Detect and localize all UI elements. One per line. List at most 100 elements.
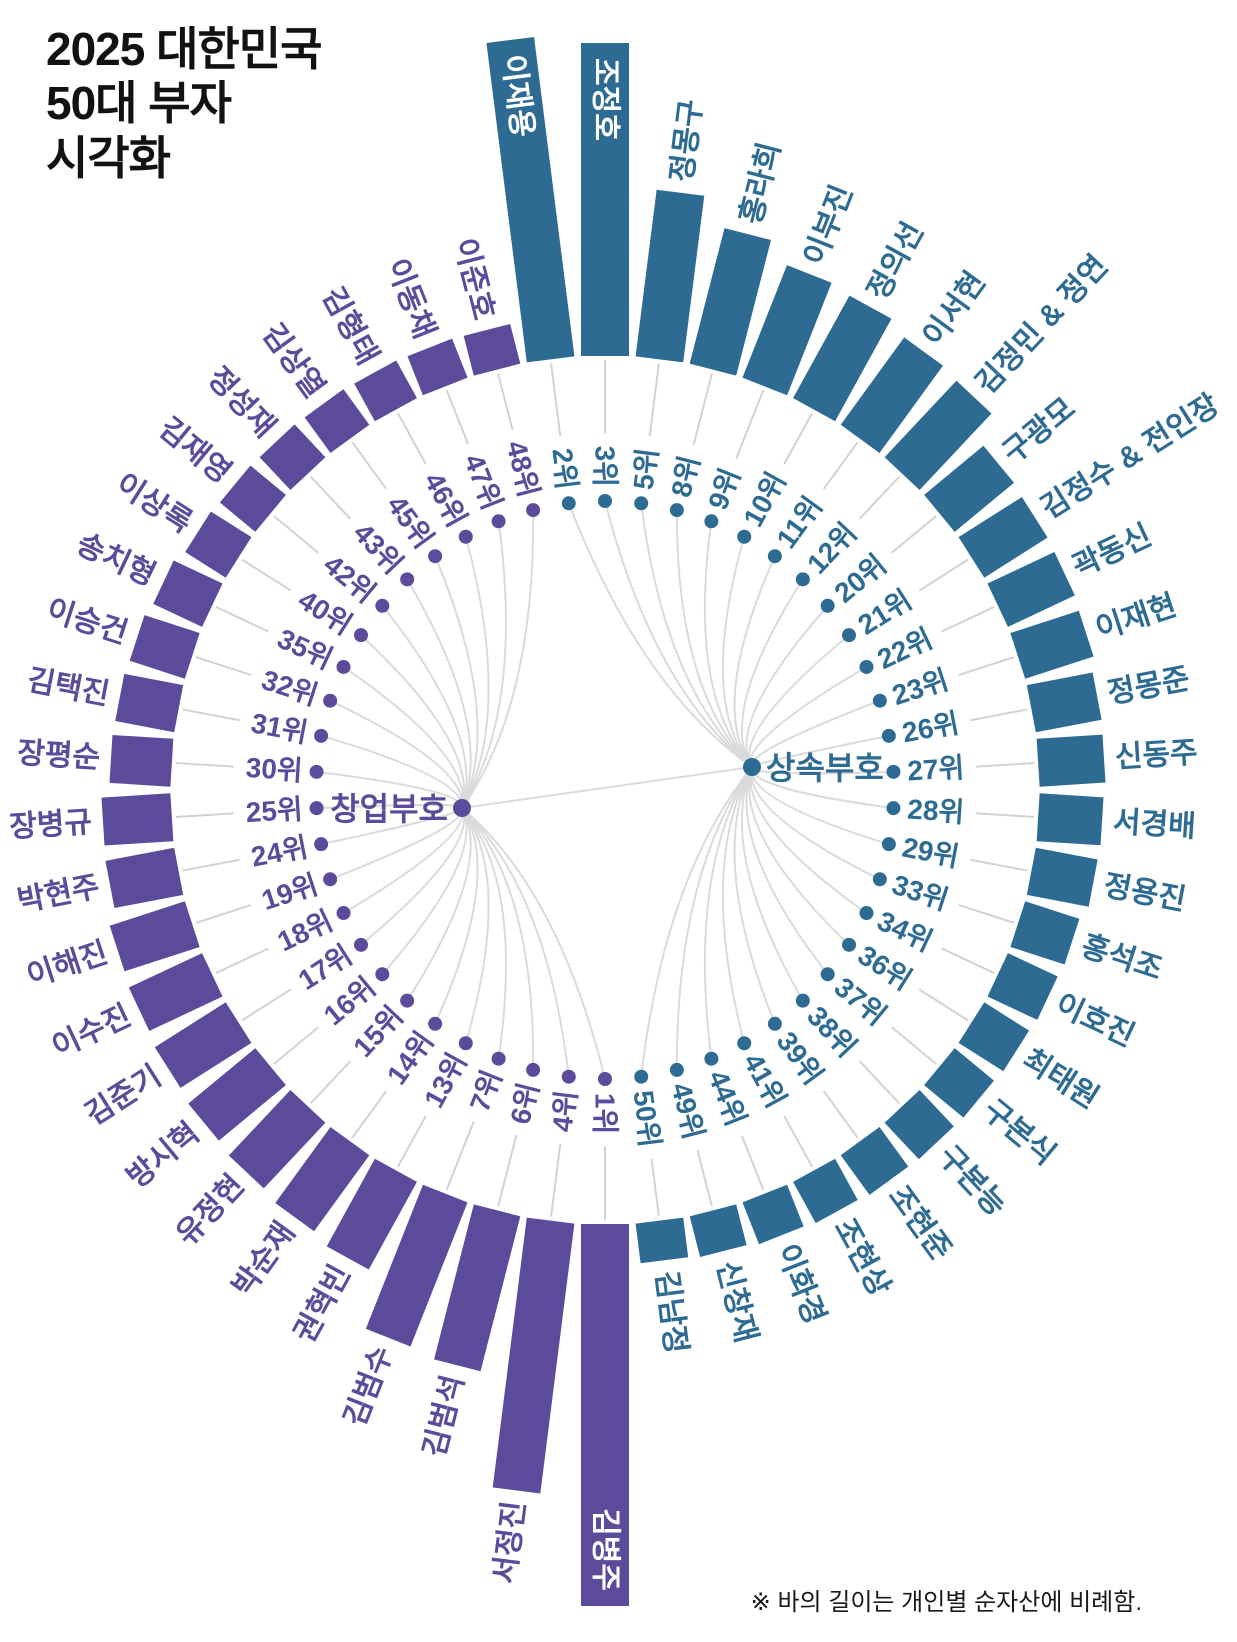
rank-dot-30 [309, 764, 324, 779]
spoke-line-rank-15 [309, 1060, 352, 1105]
bar-group-rank-37 [924, 1048, 994, 1118]
spoke-line-rank-35 [215, 606, 269, 633]
name-label-rank-12: 김정민 & 정연 [969, 249, 1114, 400]
bar-group-rank-28 [1036, 793, 1104, 846]
bar-rank-45 [304, 389, 370, 453]
spoke-line-rank-14 [351, 1090, 388, 1139]
link-line-rank-42 [381, 605, 468, 809]
bar-group-rank-15 [228, 1089, 326, 1189]
bar-rank-42 [219, 465, 286, 532]
link-line-rank-38 [740, 766, 804, 1002]
name-label-rank-36: 최태원 [1017, 1043, 1105, 1115]
spoke-line-rank-37 [890, 1026, 937, 1065]
link-line-rank-8 [675, 510, 753, 768]
bar-rank-43 [259, 424, 326, 491]
bar-rank-6 [434, 1204, 521, 1372]
rank-label-6: 6위 [504, 1080, 544, 1128]
bar-group-rank-34 [987, 953, 1058, 1020]
bar-rank-31 [115, 673, 184, 733]
spoke-line-rank-2 [550, 363, 562, 437]
name-label-rank-34: 이호진 [1050, 988, 1139, 1053]
rank-dot-31 [314, 728, 329, 743]
bar-group-rank-46 [354, 360, 417, 422]
rank-dot-40 [353, 628, 368, 643]
bar-group-rank-18 [128, 953, 223, 1031]
rank-dot-16 [375, 967, 390, 982]
name-label-rank-15: 유정현 [170, 1169, 251, 1252]
link-line-rank-32 [329, 699, 464, 809]
spoke-line-rank-24 [182, 858, 240, 872]
hub-link-lines [316, 500, 894, 1080]
hub-label-selfmade: 창업부호 [330, 791, 448, 827]
rank-label-8: 8위 [665, 453, 705, 501]
spoke-line-rank-27 [976, 762, 1035, 768]
bar-group-rank-11 [840, 337, 943, 453]
rank-dot-14 [428, 1016, 443, 1031]
bar-group-rank-26 [1026, 672, 1102, 733]
bar-rank-4 [492, 1217, 575, 1494]
name-label-rank-33: 홍석조 [1077, 929, 1166, 986]
bar-group-rank-49 [689, 1204, 747, 1258]
link-line-rank-47 [461, 521, 507, 809]
bar-group-rank-10 [793, 295, 892, 422]
rank-dot-34 [859, 906, 874, 921]
name-label-rank-45: 김상열 [256, 318, 331, 404]
rank-dot-48 [526, 503, 541, 518]
bar-group-rank-38 [884, 1089, 954, 1160]
rank-dot-22 [859, 659, 874, 674]
name-label-rank-25: 장병규 [8, 806, 93, 844]
bar-group-rank-21 [958, 497, 1048, 578]
link-line-rank-7 [461, 807, 507, 1059]
link-line-rank-21 [748, 634, 850, 768]
rank-label-50: 50위 [628, 1089, 666, 1149]
bar-group-rank-19 [109, 901, 200, 972]
name-label-rank-28: 서경배 [1112, 805, 1197, 843]
bar-group-rank-31 [115, 673, 184, 733]
link-line-rank-13 [461, 807, 490, 1044]
link-line-rank-41 [721, 766, 753, 1044]
bar-group-rank-5 [635, 189, 705, 363]
spoke-line-rank-33 [958, 904, 1015, 924]
rank-dot-42 [375, 598, 390, 613]
spoke-line-rank-47 [445, 389, 469, 445]
spoke-line-rank-16 [273, 1026, 320, 1065]
name-label-rank-49: 신창재 [710, 1258, 763, 1346]
bar-rank-34 [987, 953, 1058, 1020]
rank-dot-13 [458, 1036, 473, 1051]
bar-group-rank-3 [581, 43, 629, 356]
bar-group-rank-30 [109, 734, 174, 787]
link-line-rank-10 [721, 536, 753, 768]
rank-label-33: 33위 [888, 869, 952, 916]
rank-label-23: 23위 [888, 664, 952, 711]
bar-rank-21 [958, 497, 1048, 578]
bar-rank-32 [129, 615, 200, 679]
rank-label-2: 2위 [546, 446, 582, 491]
rank-dot-38 [795, 993, 810, 1008]
bar-group-rank-27 [1036, 734, 1106, 787]
spoke-line-rank-36 [918, 988, 969, 1022]
spoke-line-rank-30 [175, 762, 234, 768]
bar-rank-24 [105, 847, 184, 909]
bar-rank-47 [407, 338, 468, 396]
bar-rank-2 [486, 36, 575, 363]
link-line-rank-49 [675, 766, 753, 1070]
name-label-rank-31: 김택진 [25, 664, 113, 712]
name-label-rank-13: 권혁빈 [288, 1260, 357, 1348]
bar-group-rank-50 [635, 1217, 689, 1264]
spoke-line-rank-46 [396, 412, 427, 465]
spoke-line-rank-17 [241, 988, 292, 1022]
bar-rank-8 [689, 228, 771, 376]
bar-group-rank-7 [365, 1184, 468, 1347]
spoke-line-rank-44 [741, 1135, 765, 1191]
rank-dot-8 [669, 503, 684, 518]
rank-label-4: 4위 [546, 1089, 582, 1134]
bar-rank-48 [463, 323, 521, 376]
link-line-rank-17 [360, 807, 466, 946]
bar-group-rank-16 [188, 1048, 286, 1141]
bar-rank-26 [1026, 672, 1102, 733]
link-line-rank-44 [703, 766, 753, 1059]
bar-group-rank-8 [689, 228, 771, 376]
bar-rank-25 [101, 793, 174, 846]
spoke-line-rank-39 [822, 1090, 859, 1139]
rank-dot-20 [820, 598, 835, 613]
